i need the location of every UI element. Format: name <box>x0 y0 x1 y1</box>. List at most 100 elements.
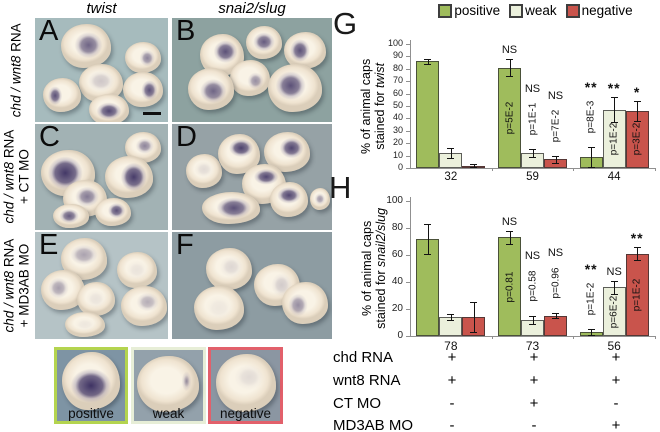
y-tick-label: 60 <box>391 248 403 260</box>
error-bar <box>614 97 616 123</box>
legend-item-negative: negative <box>565 3 633 18</box>
significance-label: ** <box>630 229 644 246</box>
y-tick-label: 20 <box>391 302 403 314</box>
significance-label: ** <box>584 78 598 95</box>
row-label-suffix: RNA <box>1 238 17 271</box>
panel-letter-h: H <box>329 170 352 205</box>
embryo <box>206 248 252 290</box>
chart-legend: positive weak negative <box>420 3 660 18</box>
table-row-label: wnt8 RNA <box>333 372 401 389</box>
embryo <box>121 286 167 326</box>
error-bar-cap <box>447 148 455 150</box>
error-bar-cap <box>470 302 478 304</box>
y-tick-label: 80 <box>391 221 403 233</box>
table-cell: + <box>529 372 539 389</box>
significance-label: ** <box>584 261 598 278</box>
y-tick-label: 40 <box>392 112 403 123</box>
panel-letter: F <box>176 232 194 261</box>
error-bar-cap <box>552 163 559 165</box>
y-tick-mark <box>406 44 410 45</box>
error-bar-cap <box>633 120 641 122</box>
table-cell: - <box>613 395 619 412</box>
significance-label: * <box>633 84 641 101</box>
row-label-suffix: RNA <box>1 130 17 163</box>
significance-label: NS <box>524 83 541 96</box>
error-bar-cap <box>506 76 513 78</box>
embryo <box>310 188 330 210</box>
error-bar <box>509 230 511 245</box>
embryo <box>117 252 157 288</box>
error-bar-cap <box>587 334 595 336</box>
table-cell: + <box>529 395 539 412</box>
p-value-label: p=1E-2 <box>585 282 597 316</box>
error-bar-cap <box>529 323 536 325</box>
embryo <box>188 68 234 110</box>
micrograph-panel-a: A <box>35 18 168 122</box>
legend-item-positive: positive <box>438 3 500 18</box>
x-tick-mark <box>491 336 493 339</box>
micrograph-panel-b: B <box>172 18 332 122</box>
significance-label: NS <box>547 247 564 260</box>
table-row-label: chd RNA <box>333 349 394 366</box>
y-tick-label: 90 <box>392 50 403 61</box>
x-tick-mark <box>655 168 656 171</box>
y-tick-mark <box>406 130 410 132</box>
error-bar-cap <box>470 164 478 166</box>
embryo <box>53 204 89 228</box>
error-bar-cap <box>610 97 618 99</box>
table-cell: + <box>447 349 457 366</box>
error-bar-cap <box>529 156 536 158</box>
column-header-snai2-slug: snai2/slug <box>218 0 286 17</box>
table-cell: - <box>449 417 455 432</box>
embryo <box>194 286 244 330</box>
panel-letter-g: G <box>333 6 358 41</box>
error-bar-cap <box>633 101 641 103</box>
table-cell: + <box>611 349 621 366</box>
y-tick-mark <box>406 56 410 58</box>
error-bar <box>591 146 593 167</box>
x-axis-line <box>410 336 655 337</box>
error-bar-cap <box>506 58 513 60</box>
y-axis-line <box>410 197 411 336</box>
error-bar <box>450 314 452 320</box>
scale-bar <box>143 112 161 115</box>
significance-label: NS <box>501 215 518 228</box>
table-cell: - <box>449 395 455 412</box>
error-bar-cap <box>424 58 432 60</box>
y-tick-mark <box>406 309 410 310</box>
embryo <box>282 282 328 324</box>
row-label-line2: + CT MO <box>16 149 31 205</box>
table-cell: + <box>447 372 457 389</box>
chart-snai2-slug: % of animal caps stained for snail2/slug… <box>352 188 658 353</box>
row-label-gene: chd / wnt8 <box>8 55 24 117</box>
x-axis-line <box>410 168 655 169</box>
error-bar-cap <box>447 158 455 160</box>
x-category-label: 32 <box>444 171 458 183</box>
embryo <box>246 26 282 59</box>
y-tick-label: 20 <box>392 137 403 148</box>
error-bar <box>591 329 593 335</box>
legend-label: negative <box>581 3 633 18</box>
micrograph-panel-e: E <box>35 232 168 339</box>
error-bar-cap <box>552 155 559 157</box>
y-tick-mark <box>406 168 410 169</box>
micrograph-panel-d: D <box>172 124 332 230</box>
y-tick-mark <box>406 155 410 157</box>
error-bar-cap <box>610 122 618 124</box>
table-cell: + <box>529 349 539 366</box>
x-category-label: 44 <box>607 171 621 183</box>
p-value-label: p=1E-1 <box>527 103 538 136</box>
significance-label: ** <box>607 80 621 97</box>
legend-swatch-negative <box>565 3 580 18</box>
example-label: positive <box>68 406 114 421</box>
error-bar-cap <box>529 149 536 151</box>
y-tick-mark <box>406 282 410 283</box>
y-tick-mark <box>406 106 410 107</box>
p-value-label: p=6E-2 <box>608 295 620 328</box>
error-bar-cap <box>633 260 641 262</box>
error-bar-cap <box>424 63 432 65</box>
embryo <box>89 94 129 122</box>
embryo <box>77 282 115 316</box>
table-cell: + <box>611 417 621 432</box>
micrograph-panel-f: F <box>172 232 332 339</box>
